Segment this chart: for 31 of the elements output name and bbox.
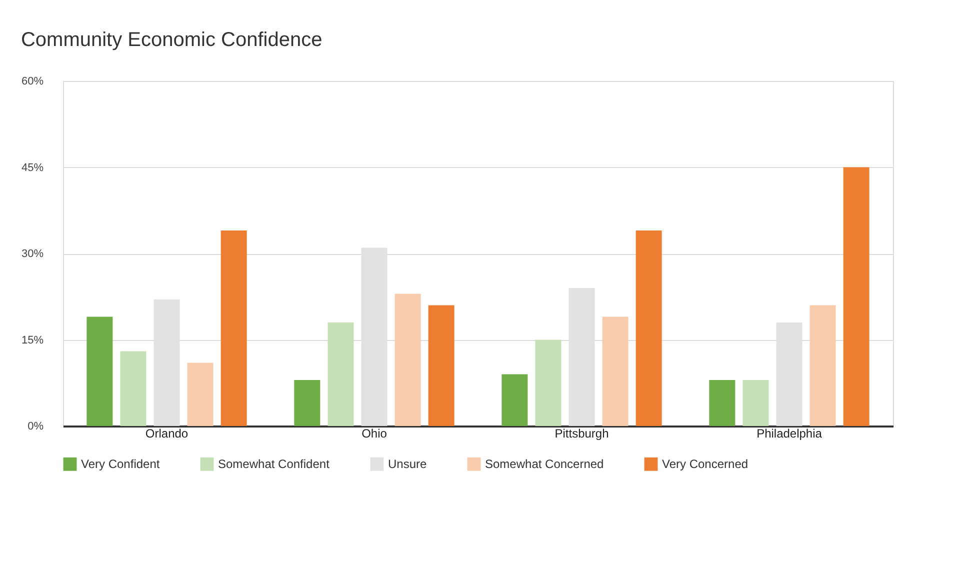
chart-title: Community Economic Confidence — [20, 29, 322, 51]
y-tick-label: 60% — [21, 76, 44, 88]
bar — [602, 316, 628, 426]
x-tick-label: Philadelphia — [756, 426, 822, 440]
legend-label: Very Concerned — [662, 457, 748, 472]
bar — [535, 340, 562, 426]
bar — [220, 230, 247, 426]
bar — [742, 380, 769, 426]
bar — [294, 380, 320, 426]
bar — [120, 351, 146, 426]
bar — [843, 167, 870, 426]
bar — [86, 316, 113, 426]
y-tick-label: 30% — [21, 248, 44, 260]
legend-label: Somewhat Concerned — [485, 457, 604, 472]
bar — [428, 305, 454, 426]
y-tick-label: 45% — [21, 162, 44, 174]
bar — [636, 230, 662, 426]
x-tick-label: Pittsburgh — [554, 426, 609, 440]
bar — [328, 322, 354, 426]
bar — [810, 305, 836, 426]
legend-label: Unsure — [388, 457, 428, 472]
y-tick-label: 15% — [21, 334, 44, 346]
legend-label: Somewhat Confident — [218, 457, 330, 472]
bar — [502, 374, 528, 426]
legend-label: Very Confident — [81, 457, 160, 472]
bar — [709, 380, 736, 426]
x-tick-label: Ohio — [362, 426, 388, 440]
bar — [187, 362, 214, 426]
bar — [394, 294, 421, 426]
x-tick-label: Orlando — [145, 426, 188, 440]
y-tick-label: 0% — [28, 420, 44, 432]
